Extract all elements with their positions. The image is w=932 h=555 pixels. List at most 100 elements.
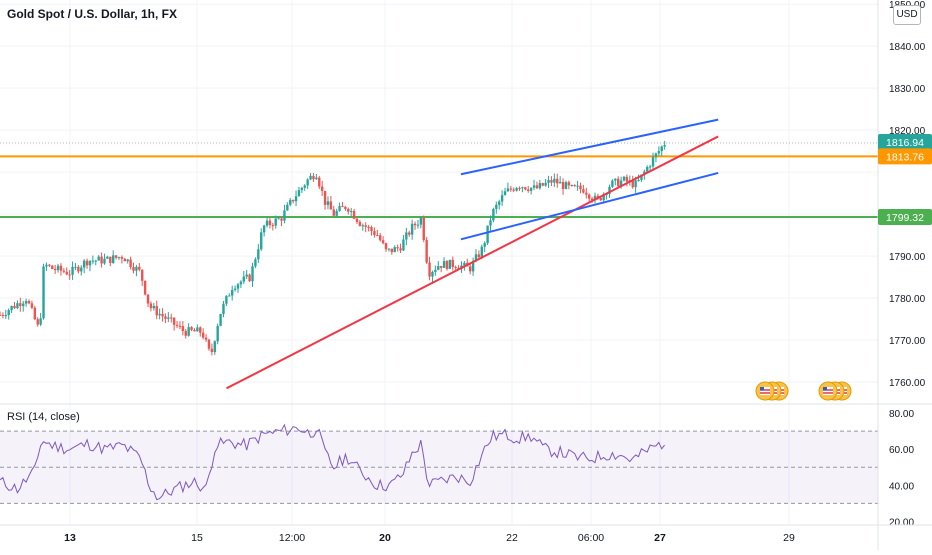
candle-body [59, 265, 63, 271]
candle-body [402, 239, 405, 251]
candle-body [503, 191, 507, 196]
candle-body [379, 235, 382, 241]
candle-body [190, 327, 193, 331]
candle-body [123, 258, 127, 262]
candle-body [352, 210, 356, 219]
candle-body [94, 260, 97, 262]
candle-body [236, 284, 240, 289]
candle-body [53, 268, 57, 271]
candle-body [318, 177, 321, 187]
time-tick-label: 29 [783, 532, 795, 544]
candle-body [335, 210, 338, 216]
candle-body [82, 260, 86, 268]
time-tick-label: 27 [654, 532, 666, 544]
candle-body [454, 266, 457, 268]
candle-body [396, 247, 399, 249]
candle-body [62, 270, 66, 272]
candle-body [437, 266, 440, 270]
candle-body [582, 189, 585, 193]
time-tick-label: 22 [506, 532, 518, 544]
candle-body [277, 218, 280, 220]
candle-body [358, 221, 362, 226]
candle-body [347, 208, 350, 212]
candle-body [155, 305, 158, 316]
candles [0, 140, 666, 356]
candle-body [297, 190, 301, 197]
candle-body [483, 243, 486, 247]
candle-body [36, 319, 39, 325]
candle-body [439, 266, 443, 268]
candle-body [291, 199, 295, 202]
candle-body [320, 186, 324, 191]
candle-body [495, 204, 498, 209]
channel-lower-trend-line [460, 171, 719, 241]
candle-body [468, 266, 472, 272]
candle-body [561, 181, 565, 189]
candle-body [590, 198, 594, 201]
candle-body [567, 182, 571, 186]
candle-body [141, 269, 144, 281]
candle-body [19, 303, 22, 307]
candle-body [625, 176, 629, 182]
candle-body [506, 188, 510, 192]
candle-body [193, 330, 196, 332]
candle-body [408, 232, 411, 235]
candle-body [370, 227, 373, 232]
candle-body [654, 153, 658, 158]
candle-body [283, 210, 286, 221]
candle-body [425, 239, 428, 263]
candle-body [27, 301, 31, 304]
candle-body [39, 318, 42, 325]
candle-body [45, 264, 48, 267]
candle-body [547, 180, 550, 183]
rising-support-trend-line [226, 135, 719, 390]
candle-body [564, 182, 568, 189]
candle-body [294, 196, 298, 202]
candle-body [111, 255, 115, 263]
candle-body [0, 314, 2, 316]
candle-body [416, 224, 420, 226]
candle-body [570, 185, 573, 187]
price-tick-label: 1770.00 [889, 336, 926, 347]
candle-body [611, 180, 614, 187]
flag-icon [823, 387, 833, 395]
candle-body [219, 313, 222, 326]
currency-button[interactable]: USD [893, 5, 921, 25]
candle-body [532, 185, 536, 188]
candle-body [413, 223, 417, 226]
candle-body [33, 307, 37, 320]
candle-body [100, 256, 103, 264]
candle-body [10, 305, 13, 311]
candle-body [593, 195, 597, 201]
event-icons[interactable] [755, 381, 852, 401]
candle-body [660, 146, 663, 152]
channel-upper-trend-line [460, 118, 719, 176]
candle-body [71, 266, 74, 275]
candle-body [184, 331, 187, 336]
candle-body [286, 204, 289, 211]
candle-body [344, 206, 347, 209]
candle-body [405, 232, 408, 240]
candle-body [550, 180, 553, 183]
candle-body [579, 185, 582, 190]
candle-body [518, 187, 521, 189]
candle-body [129, 259, 132, 268]
candle-body [355, 218, 359, 222]
orange-level-tag: 1813.76 [886, 151, 924, 163]
candle-body [103, 258, 106, 264]
candle-body [663, 145, 666, 147]
candle-body [535, 185, 539, 189]
candle-body [213, 341, 216, 353]
candle-body [187, 327, 190, 336]
flag-icon [823, 387, 827, 391]
candle-body [300, 187, 304, 191]
candle-body [338, 206, 341, 211]
candle-body [474, 254, 478, 261]
candle-body [22, 303, 25, 307]
candle-body [640, 174, 643, 180]
candle-body [207, 339, 211, 349]
candle-body [24, 301, 28, 304]
